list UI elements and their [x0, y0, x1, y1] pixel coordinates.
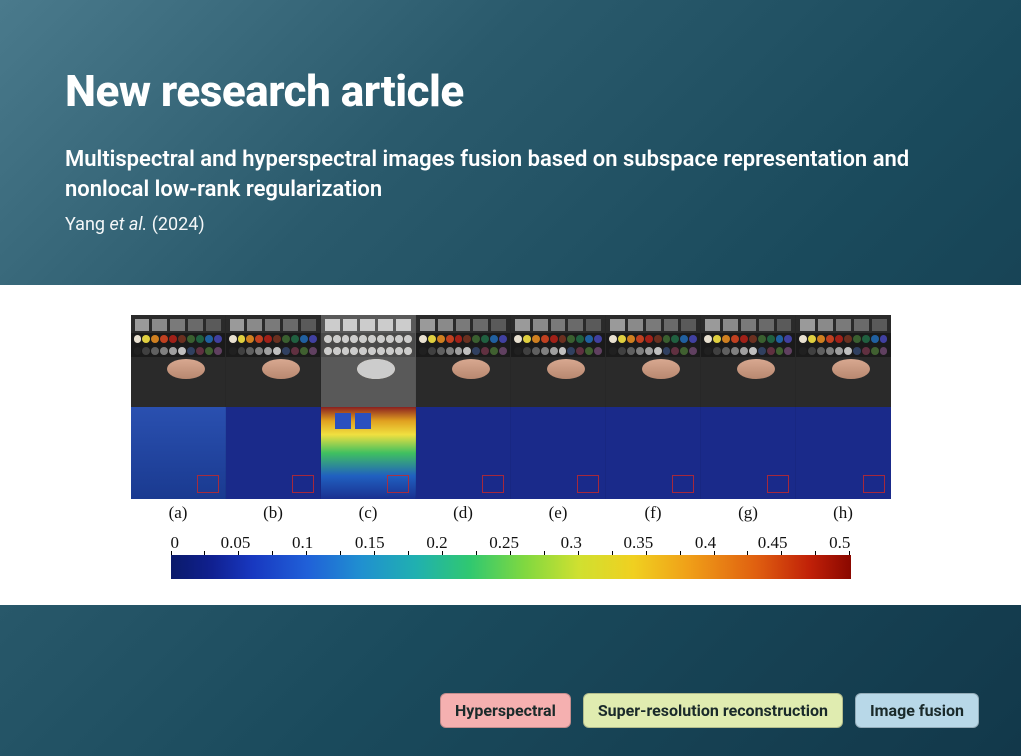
tags-bar: Hyperspectral Super-resolution reconstru…: [440, 693, 979, 728]
colorbar-ticks: [171, 551, 851, 555]
figure-grid: (a)(b)(c)(d)(e)(f)(g)(h) 0 0.05 0.1 0.15 0.2…: [131, 315, 891, 579]
author-etal: et al.: [109, 214, 147, 235]
subplot-label: (b): [226, 503, 321, 523]
subplot-label: (c): [321, 503, 416, 523]
colorbar-tick-label: 0.3: [561, 533, 582, 553]
rgb-cell: [416, 315, 511, 407]
subplot-label: (g): [701, 503, 796, 523]
colorbar-tick-label: 0.45: [758, 533, 788, 553]
figure-row-rgb: [131, 315, 891, 407]
error-cell: [321, 407, 416, 499]
article-header: New research article Multispectral and h…: [0, 0, 1021, 265]
tag-hyperspectral[interactable]: Hyperspectral: [440, 693, 571, 728]
colorbar-tick-label: 0.5: [829, 533, 850, 553]
article-title: Multispectral and hyperspectral images f…: [65, 145, 945, 204]
rgb-cell: [796, 315, 890, 407]
rgb-cell: [606, 315, 701, 407]
author-year: (2024): [152, 214, 205, 235]
subplot-labels: (a)(b)(c)(d)(e)(f)(g)(h): [131, 503, 891, 523]
heading-label: New research article: [65, 65, 956, 117]
colorbar-tick-label: 0: [171, 533, 180, 553]
colorbar-tick-label: 0.25: [489, 533, 519, 553]
rgb-cell: [511, 315, 606, 407]
colorbar-ticks-labels: 0 0.05 0.1 0.15 0.2 0.25 0.3 0.35 0.4 0.45 0.5: [171, 533, 851, 553]
error-cell: [701, 407, 796, 499]
error-cell: [131, 407, 226, 499]
colorbar: [171, 555, 851, 579]
article-authors: Yang et al. (2024): [65, 214, 956, 235]
rgb-cell: [701, 315, 796, 407]
colorbar-tick-label: 0.2: [426, 533, 447, 553]
figure-row-error: [131, 407, 891, 499]
subplot-label: (a): [131, 503, 226, 523]
tag-super-resolution[interactable]: Super-resolution reconstruction: [583, 693, 843, 728]
rgb-cell: [131, 315, 226, 407]
figure-panel: (a)(b)(c)(d)(e)(f)(g)(h) 0 0.05 0.1 0.15 0.2…: [0, 285, 1021, 605]
error-cell: [511, 407, 606, 499]
author-lead: Yang: [65, 214, 105, 235]
subplot-label: (d): [416, 503, 511, 523]
colorbar-tick-label: 0.4: [695, 533, 716, 553]
rgb-cell: [321, 315, 416, 407]
colorbar-tick-label: 0.05: [221, 533, 251, 553]
tag-image-fusion[interactable]: Image fusion: [855, 693, 979, 728]
colorbar-tick-label: 0.1: [292, 533, 313, 553]
error-cell: [416, 407, 511, 499]
subplot-label: (h): [796, 503, 891, 523]
subplot-label: (e): [511, 503, 606, 523]
colorbar-tick-label: 0.35: [623, 533, 653, 553]
error-cell: [796, 407, 890, 499]
subplot-label: (f): [606, 503, 701, 523]
error-cell: [226, 407, 321, 499]
rgb-cell: [226, 315, 321, 407]
error-cell: [606, 407, 701, 499]
colorbar-tick-label: 0.15: [355, 533, 385, 553]
